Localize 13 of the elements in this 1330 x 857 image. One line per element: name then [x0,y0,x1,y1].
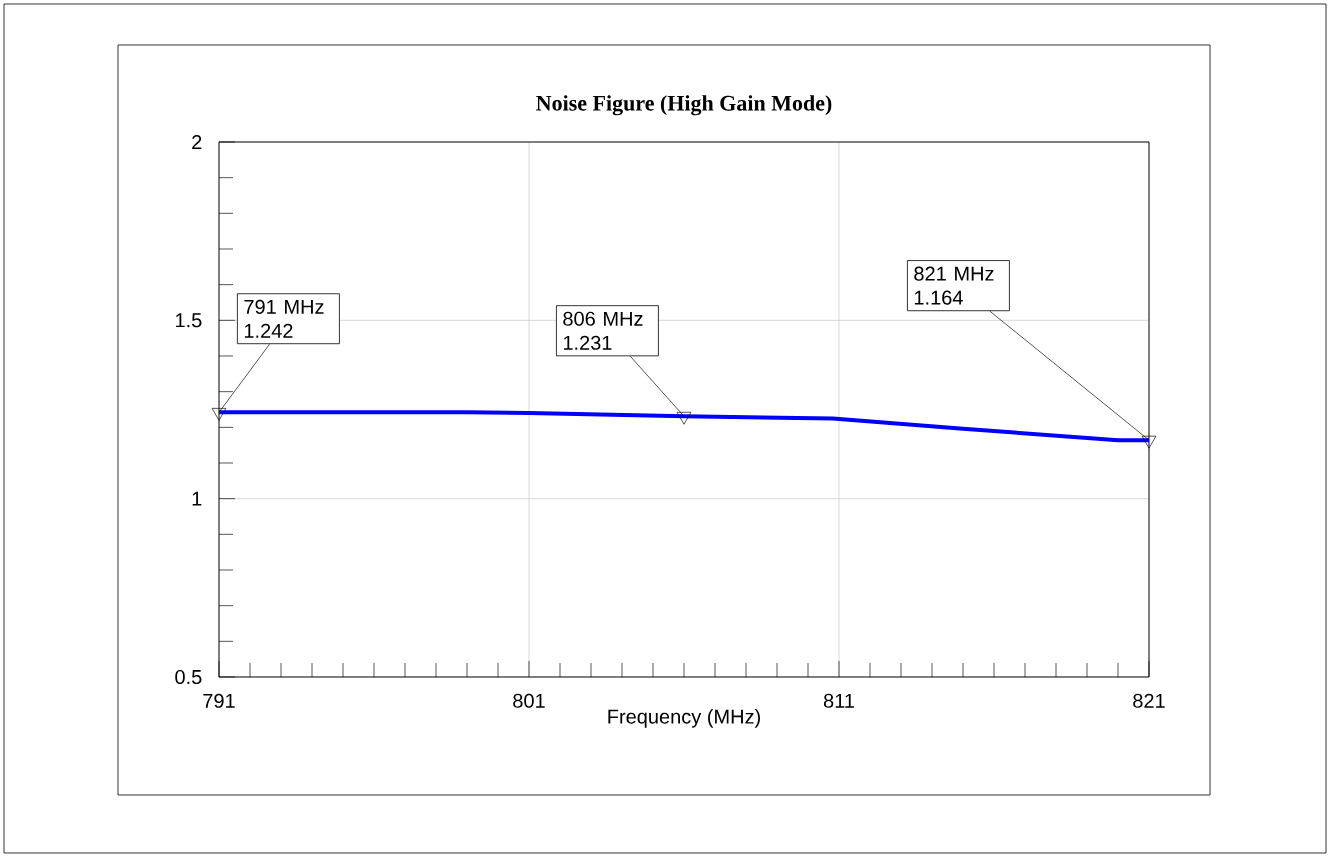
annotation: 791 MHz 1.242 [244,299,324,338]
x-tick-label: 821 [1133,693,1165,708]
y-tick-label: 1.5 [176,313,202,328]
chart-title: Noise Figure (High Gain Mode) [536,95,832,116]
y-tick-label: 2 [192,135,202,149]
annotation: 821 MHz 1.164 [914,266,994,305]
x-axis-title: Frequency (MHz) [608,709,760,728]
x-tick-label: 801 [513,693,545,708]
y-tick-label: 1 [192,491,202,506]
annotation: 806 MHz 1.231 [563,311,643,350]
x-tick-label: 811 [823,693,854,708]
x-tick-label: 791 [203,693,235,708]
y-tick-label: 0.5 [175,669,202,685]
